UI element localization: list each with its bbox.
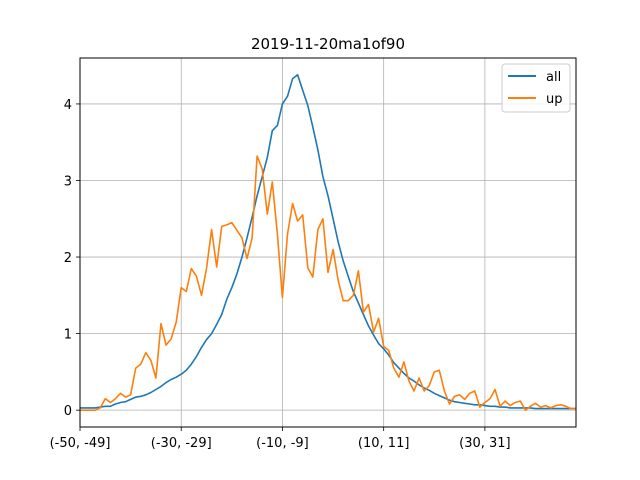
- series-line-all: [80, 74, 576, 410]
- y-tick-label: 1: [64, 328, 72, 343]
- series-line-up: [80, 155, 576, 412]
- grid-lines: [79, 58, 576, 427]
- x-axis: (-50, -49] (-30, -29] (-10, -9] (10, 11] (30…: [50, 427, 511, 451]
- x-tick-label: (-50, -49]: [50, 436, 111, 451]
- chart-title: 2019-11-20ma1of90: [251, 35, 405, 53]
- y-tick-label: 4: [64, 98, 72, 113]
- x-tick-label: (30, 31]: [459, 436, 511, 451]
- x-tick-label: (10, 11]: [358, 436, 410, 451]
- y-axis: 0 1 2 3 4: [64, 98, 80, 419]
- legend: all up: [501, 63, 571, 113]
- series-lines: [80, 74, 576, 412]
- y-tick-label: 2: [64, 251, 72, 266]
- legend-label: up: [546, 92, 563, 107]
- x-tick-label: (-30, -29]: [151, 436, 212, 451]
- y-tick-label: 3: [64, 174, 72, 189]
- plot-frame: [79, 57, 577, 428]
- legend-label: all: [546, 70, 561, 85]
- y-tick-label: 0: [64, 404, 72, 419]
- x-tick-label: (-10, -9]: [256, 436, 309, 451]
